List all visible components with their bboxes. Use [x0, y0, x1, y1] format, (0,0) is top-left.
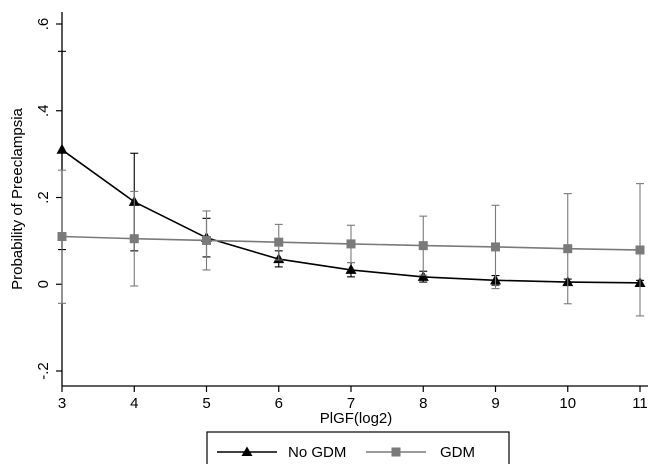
data-point-no-gdm	[345, 263, 357, 274]
data-point-gdm	[57, 232, 67, 242]
x-tick-label: 7	[347, 395, 355, 412]
y-tick-label: -.2	[35, 362, 52, 380]
y-tick-label: .4	[35, 104, 52, 117]
x-tick-label: 10	[559, 395, 576, 412]
y-tick-label: .2	[35, 191, 52, 204]
x-tick-label: 3	[58, 395, 66, 412]
series-gdm	[57, 169, 645, 317]
data-point-gdm	[491, 242, 500, 252]
data-point-gdm	[418, 241, 428, 251]
plot-frame	[61, 12, 648, 387]
x-tick-label: 6	[275, 395, 283, 412]
y-tick-label: .6	[35, 18, 52, 31]
x-axis-ticks: 3 4 5 6 7 8 9 10 11	[58, 386, 648, 412]
x-tick-label: 4	[130, 395, 138, 412]
data-point-no-gdm	[56, 143, 68, 154]
x-axis-title: PlGF(log2)	[320, 410, 393, 427]
data-point-gdm	[346, 239, 356, 249]
legend-box	[206, 431, 510, 464]
x-tick-label: 8	[419, 395, 427, 412]
x-tick-label: 5	[202, 395, 210, 412]
legend-key-gdm-marker	[391, 447, 401, 457]
data-point-no-gdm	[417, 270, 429, 281]
y-axis-ticks: -.2 0 .2 .4 .6	[35, 18, 62, 380]
x-tick-label: 11	[632, 395, 648, 412]
data-point-gdm	[202, 235, 211, 245]
x-tick-label: 9	[491, 395, 499, 412]
y-tick-label: 0	[35, 280, 52, 288]
data-point-gdm	[563, 244, 573, 254]
legend: No GDM GDM	[206, 431, 510, 464]
legend-key-no-gdm-marker	[241, 446, 253, 456]
y-axis-title: Probability of Preeclampsia	[9, 107, 26, 289]
legend-label-no-gdm: No GDM	[288, 444, 346, 461]
series-layer	[56, 50, 646, 317]
data-point-gdm	[635, 245, 645, 255]
data-point-gdm	[274, 237, 284, 247]
data-point-gdm	[129, 234, 139, 244]
legend-label-gdm: GDM	[440, 444, 475, 461]
